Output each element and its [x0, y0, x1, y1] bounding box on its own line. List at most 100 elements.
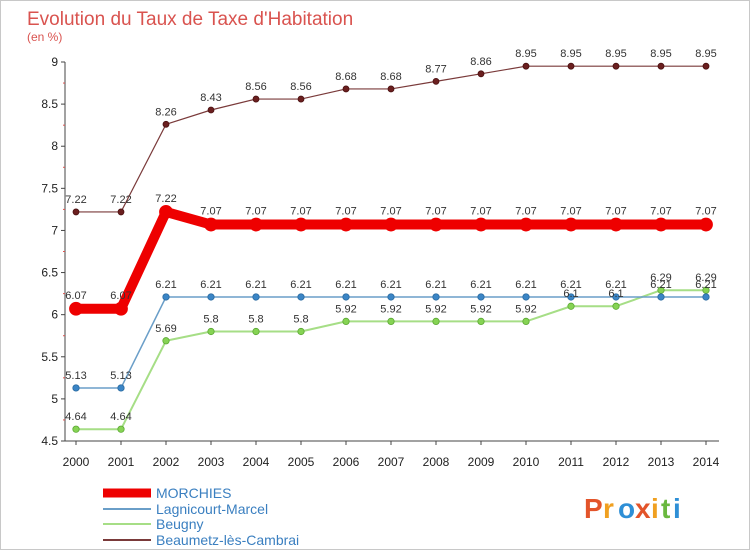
- data-point: [297, 293, 305, 301]
- data-point: [612, 302, 620, 310]
- data-label: 7.22: [65, 194, 86, 206]
- x-tick-label: 2013: [648, 455, 675, 469]
- data-label: 6.07: [110, 290, 131, 302]
- y-tick-label: 9: [51, 55, 58, 69]
- data-label: 5.13: [65, 370, 86, 382]
- data-point: [519, 217, 533, 232]
- data-label: 6.21: [695, 279, 716, 291]
- data-label: 5.92: [425, 303, 446, 315]
- data-label: 6.21: [560, 279, 581, 291]
- x-tick-label: 2005: [288, 455, 315, 469]
- data-point: [342, 85, 350, 93]
- y-tick-label: 5.5: [41, 350, 58, 364]
- data-point: [654, 217, 668, 232]
- data-label: 7.07: [470, 206, 491, 218]
- logo-letter: x: [635, 493, 651, 524]
- data-point: [429, 217, 443, 232]
- data-point: [702, 62, 710, 70]
- y-tick-label: 8.5: [41, 97, 58, 111]
- x-tick-label: 2014: [693, 455, 720, 469]
- data-point: [252, 327, 260, 336]
- data-point: [162, 120, 170, 128]
- data-label: 6.21: [245, 279, 266, 291]
- data-label: 8.95: [605, 48, 626, 60]
- data-label: 6.29: [650, 272, 671, 284]
- data-label: 6.1: [563, 288, 578, 300]
- data-label: 6.21: [650, 279, 671, 291]
- series-layer: 7.22 7.22 8.26 8.43 8.56 8.56 8.68 8.68 8.77 8.86…: [65, 48, 717, 433]
- x-tick-label: 2008: [423, 455, 450, 469]
- data-point: [159, 205, 173, 219]
- unit-label: (en %): [27, 30, 62, 44]
- data-label: 7.07: [560, 206, 581, 218]
- data-point: [207, 293, 215, 301]
- data-point: [252, 293, 260, 301]
- data-label: 7.07: [605, 206, 626, 218]
- data-point: [699, 217, 713, 232]
- data-label: 5.13: [110, 370, 131, 382]
- data-point: [204, 217, 218, 232]
- x-tick-label: 2004: [243, 455, 270, 469]
- data-point: [69, 301, 83, 316]
- data-labels-group: 6.07 6.07 7.22 7.07 7.07 7.07 7.07 7.07 7.07 7.07…: [65, 193, 716, 302]
- data-point: [114, 301, 128, 316]
- data-labels-group: 5.13 5.13 6.21 6.21 6.21 6.21 6.21 6.21 6.21 6.21…: [65, 279, 716, 382]
- data-point: [207, 106, 215, 114]
- data-point: [72, 384, 80, 392]
- series-morchies: [69, 205, 713, 316]
- chart-title: Evolution du Taux de Taxe d'Habitation: [27, 9, 353, 30]
- data-point: [522, 62, 530, 70]
- data-label: 6.21: [290, 279, 311, 291]
- series-beaumetz-l-s-cambrai: [72, 62, 710, 216]
- data-point: [162, 293, 170, 301]
- data-point: [252, 95, 260, 103]
- data-point: [297, 327, 305, 336]
- data-label: 6.21: [200, 279, 221, 291]
- data-label: 4.64: [110, 411, 131, 423]
- legend-entry: Beugny: [156, 516, 203, 532]
- data-point: [117, 208, 125, 216]
- data-label: 8.95: [560, 48, 581, 60]
- x-tick-label: 2009: [468, 455, 495, 469]
- y-tick-label: 7.5: [41, 181, 58, 195]
- x-tick-label: 2002: [153, 455, 180, 469]
- logo-letter: P: [584, 493, 603, 524]
- data-label: 5.92: [380, 303, 401, 315]
- data-point: [387, 85, 395, 93]
- data-point: [474, 217, 488, 232]
- y-tick-label: 5: [51, 392, 58, 406]
- data-point: [384, 217, 398, 232]
- x-tick-label: 2007: [378, 455, 405, 469]
- data-label: 7.22: [155, 193, 176, 205]
- data-label: 8.77: [425, 63, 446, 75]
- y-tick-label: 4.5: [41, 434, 58, 448]
- x-tick-label: 2000: [63, 455, 90, 469]
- data-point: [297, 95, 305, 103]
- data-label: 8.56: [290, 81, 311, 93]
- data-label: 5.69: [155, 323, 176, 335]
- data-point: [612, 293, 620, 301]
- data-label: 6.21: [380, 279, 401, 291]
- data-label: 6.07: [65, 290, 86, 302]
- x-tick-label: 2003: [198, 455, 225, 469]
- data-point: [432, 293, 440, 301]
- data-label: 7.07: [695, 206, 716, 218]
- data-point: [657, 62, 665, 70]
- data-labels-group: 4.64 4.64 5.69 5.8 5.8 5.8 5.92 5.92 5.92 5.92 5.9…: [65, 272, 716, 423]
- data-label: 6.29: [695, 272, 716, 284]
- data-point: [432, 317, 440, 326]
- data-label: 7.22: [110, 194, 131, 206]
- data-point: [609, 217, 623, 232]
- data-point: [207, 327, 215, 336]
- data-label: 6.21: [605, 279, 626, 291]
- logo-letter: o: [618, 493, 635, 524]
- data-point: [567, 62, 575, 70]
- data-point: [702, 293, 710, 301]
- data-point: [657, 293, 665, 301]
- data-labels-group: 7.22 7.22 8.26 8.43 8.56 8.56 8.68 8.68 8.77 8.86…: [65, 48, 716, 206]
- data-label: 7.07: [335, 206, 356, 218]
- legend: MORCHIESLagnicourt-MarcelBeugnyBeaumetz-…: [103, 485, 299, 548]
- data-label: 8.43: [200, 92, 221, 104]
